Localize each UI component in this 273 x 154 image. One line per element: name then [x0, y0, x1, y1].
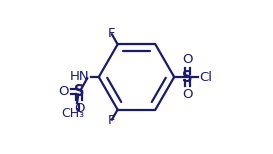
Text: O: O: [182, 88, 192, 101]
Text: O: O: [58, 85, 69, 98]
Text: Cl: Cl: [199, 71, 212, 83]
Text: HN: HN: [70, 70, 90, 83]
Text: CH₃: CH₃: [61, 107, 84, 120]
Text: O: O: [74, 102, 84, 115]
Text: F: F: [108, 27, 115, 40]
Text: S: S: [182, 69, 192, 85]
Text: F: F: [108, 114, 115, 127]
Text: O: O: [182, 53, 192, 66]
Text: S: S: [74, 84, 84, 99]
